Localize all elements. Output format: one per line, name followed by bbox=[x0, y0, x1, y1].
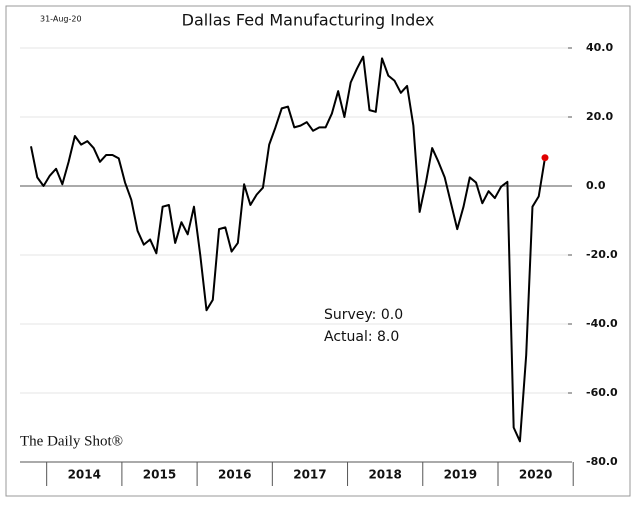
source: The Daily Shot® bbox=[20, 433, 123, 449]
frame bbox=[5, 5, 631, 497]
y-tick-label: 20.0 bbox=[586, 110, 613, 123]
x-tick-label: 2020 bbox=[519, 468, 552, 482]
chart-title: Dallas Fed Manufacturing Index bbox=[182, 11, 435, 30]
x-tick-label: 2014 bbox=[68, 468, 101, 482]
annotation: Survey: 0.0 bbox=[324, 307, 403, 323]
x-tick-label: 2017 bbox=[293, 468, 326, 482]
annotation: Actual: 8.0 bbox=[324, 329, 399, 345]
y-tick-label: 0.0 bbox=[586, 179, 606, 192]
x-tick-label: 2016 bbox=[218, 468, 251, 482]
y-tick-label: -60.0 bbox=[586, 386, 618, 399]
y-tick-label: -80.0 bbox=[586, 455, 618, 468]
y-tick-label: 40.0 bbox=[586, 41, 613, 54]
last-point bbox=[541, 154, 549, 162]
date-note: 31-Aug-20 bbox=[40, 15, 82, 24]
x-tick-label: 2018 bbox=[368, 468, 401, 482]
y-tick-label: -20.0 bbox=[586, 248, 618, 261]
line bbox=[30, 55, 546, 443]
y-tick-label: -40.0 bbox=[586, 317, 618, 330]
x-tick-label: 2019 bbox=[444, 468, 477, 482]
x-tick-label: 2015 bbox=[143, 468, 176, 482]
